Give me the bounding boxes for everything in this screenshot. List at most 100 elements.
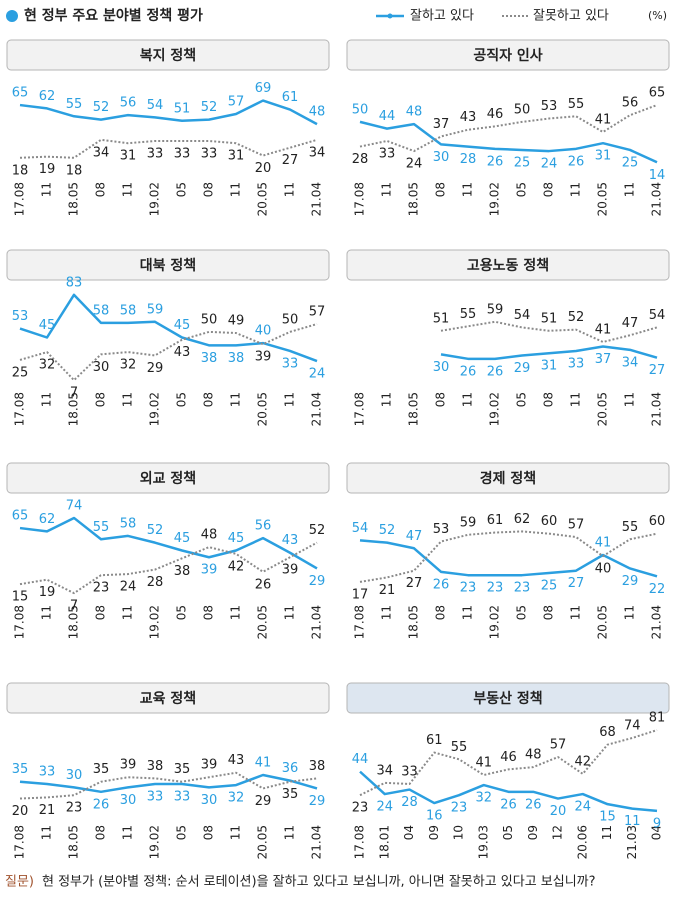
x-tick-label: 08: [202, 605, 216, 620]
x-tick-label: 04: [402, 825, 416, 840]
x-tick-label: 08: [94, 182, 108, 197]
x-tick-label: 11: [121, 825, 135, 840]
x-tick-label: 20.05: [596, 182, 610, 216]
chart-title-box: [346, 682, 670, 714]
value-label: 50: [282, 312, 299, 327]
page-title: 현 정부 주요 분야별 정책 평가: [24, 7, 203, 24]
value-label: 59: [460, 515, 477, 530]
series-line: [19, 293, 318, 363]
value-label: 26: [525, 797, 542, 812]
value-label: 30: [93, 360, 110, 375]
value-label: 35: [93, 762, 110, 777]
value-label: 54: [649, 308, 666, 323]
value-label: 43: [282, 533, 299, 548]
value-label: 54: [147, 98, 164, 113]
series-line: [19, 516, 318, 570]
value-label: 55: [622, 520, 639, 535]
x-tick-label: 11: [569, 392, 583, 407]
legend-label: 잘못하고 있다: [533, 9, 609, 24]
value-label: 41: [595, 322, 612, 337]
value-label: 20: [255, 161, 272, 176]
x-tick-label: 18.05: [67, 392, 81, 426]
value-label: 51: [433, 311, 450, 326]
chart-title-box: [346, 39, 670, 71]
value-label: 21: [39, 803, 56, 818]
value-label: 35: [12, 762, 29, 777]
x-tick-label: 11: [623, 392, 637, 407]
series-line: [440, 320, 658, 343]
x-tick-label: 11: [229, 182, 243, 197]
x-tick-label: 11: [283, 605, 297, 620]
x-tick-label: 08: [94, 392, 108, 407]
value-label: 33: [568, 356, 585, 371]
x-tick-label: 11: [623, 605, 637, 620]
value-label: 74: [624, 718, 641, 733]
value-label: 51: [174, 101, 191, 116]
x-tick-label: 18.01: [377, 825, 391, 859]
value-label: 34: [309, 145, 326, 160]
x-tick-label: 17.08: [13, 182, 27, 216]
value-label: 59: [147, 302, 164, 317]
value-label: 34: [93, 145, 110, 160]
value-label: 46: [487, 107, 504, 122]
value-label: 29: [255, 794, 272, 809]
value-label: 50: [514, 102, 531, 117]
x-tick-label: 11: [380, 392, 394, 407]
value-label: 61: [487, 513, 504, 528]
value-label: 49: [228, 314, 245, 329]
value-label: 81: [649, 711, 666, 726]
x-tick-label: 05: [175, 825, 189, 840]
legend-label: 잘하고 있다: [410, 9, 474, 24]
x-tick-label: 17.08: [353, 392, 367, 426]
value-label: 38: [201, 351, 218, 366]
x-tick-label: 19.02: [148, 825, 162, 859]
value-label: 34: [376, 763, 393, 778]
x-tick-label: 05: [175, 605, 189, 620]
value-label: 37: [595, 352, 612, 367]
series-line: [359, 539, 658, 578]
value-label: 53: [12, 309, 29, 324]
value-label: 43: [228, 753, 245, 768]
value-label: 28: [147, 575, 164, 590]
value-label: 26: [487, 364, 504, 379]
value-label: 58: [120, 303, 137, 318]
value-label: 7: [70, 599, 78, 614]
value-label: 26: [255, 577, 272, 592]
value-label: 61: [426, 733, 443, 748]
value-label: 55: [568, 97, 585, 112]
value-label: 18: [66, 163, 83, 178]
x-tick-label: 09: [526, 825, 540, 840]
x-tick-label: 20.06: [575, 825, 589, 859]
value-label: 32: [228, 791, 245, 806]
value-label: 52: [201, 100, 218, 115]
value-label: 33: [282, 356, 299, 371]
x-tick-label: 18.05: [407, 182, 421, 216]
value-label: 23: [93, 581, 110, 596]
value-label: 57: [550, 738, 567, 753]
x-tick-label: 08: [542, 182, 556, 197]
value-label: 41: [255, 755, 272, 770]
chart-title: 경제 정책: [480, 470, 536, 487]
x-tick-label: 20.05: [256, 182, 270, 216]
x-tick-label: 05: [175, 182, 189, 197]
x-tick-label: 08: [542, 605, 556, 620]
value-label: 83: [66, 275, 83, 290]
value-label: 52: [93, 100, 110, 115]
x-tick-label: 05: [515, 605, 529, 620]
value-label: 55: [451, 740, 468, 755]
value-label: 23: [460, 581, 477, 596]
x-tick-label: 08: [434, 605, 448, 620]
value-label: 32: [475, 791, 492, 806]
value-label: 65: [649, 86, 666, 101]
value-label: 22: [649, 582, 666, 597]
value-label: 26: [460, 364, 477, 379]
value-label: 25: [622, 155, 639, 170]
value-label: 32: [39, 358, 56, 373]
x-tick-label: 11: [121, 605, 135, 620]
x-tick-label: 19.03: [476, 825, 490, 859]
x-tick-label: 11: [461, 182, 475, 197]
title-bullet: [6, 10, 18, 22]
series-line: [19, 138, 318, 159]
value-label: 65: [12, 509, 29, 524]
series-line: [359, 120, 658, 164]
